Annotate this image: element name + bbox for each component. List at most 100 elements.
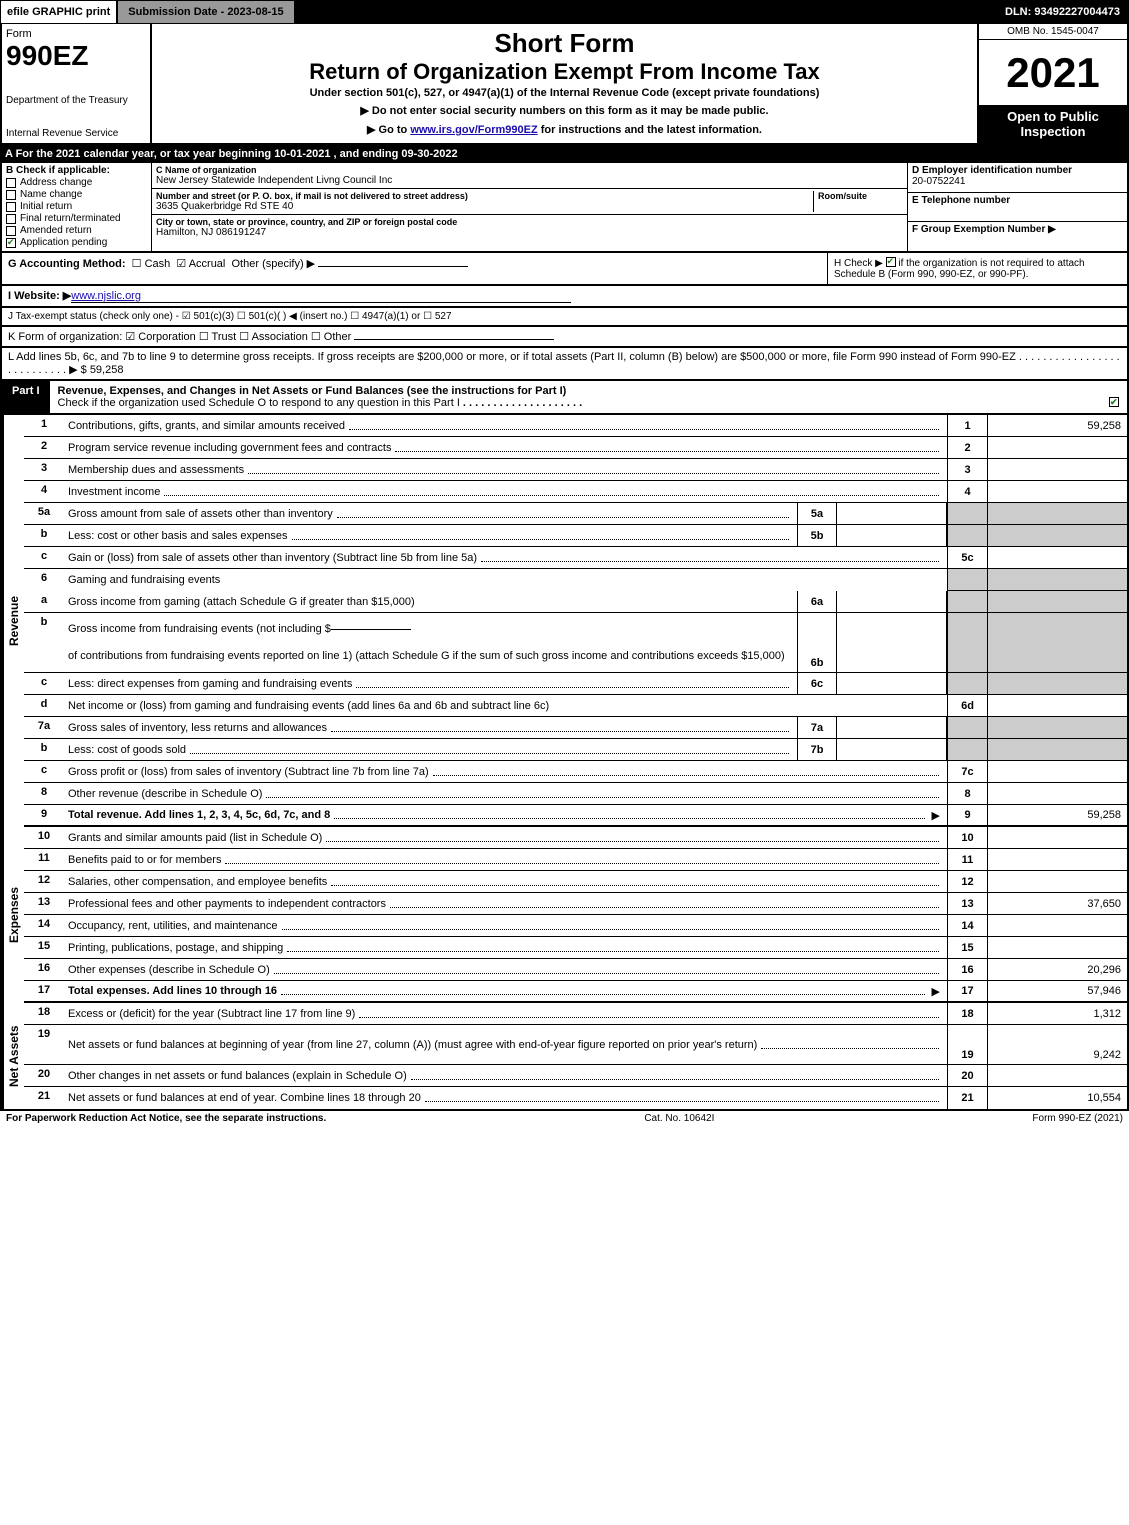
check-if-applicable: B Check if applicable: bbox=[6, 165, 147, 176]
line-16: 16 Other expenses (describe in Schedule … bbox=[24, 959, 1127, 981]
form-header: Form 990EZ Department of the Treasury In… bbox=[0, 24, 1129, 145]
line-6b: b Gross income from fundraising events (… bbox=[24, 613, 1127, 673]
website-link[interactable]: www.njslic.org bbox=[71, 290, 141, 302]
line-11: 11 Benefits paid to or for members 11 bbox=[24, 849, 1127, 871]
row-i-website: I Website: ▶www.njslic.org bbox=[0, 286, 1129, 308]
header-left: Form 990EZ Department of the Treasury In… bbox=[2, 24, 152, 143]
expenses-side-label: Expenses bbox=[2, 827, 24, 1003]
checkbox-icon bbox=[6, 202, 16, 212]
line-6c: c Less: direct expenses from gaming and … bbox=[24, 673, 1127, 695]
ssn-warning: ▶ Do not enter social security numbers o… bbox=[160, 104, 969, 117]
check-address-change[interactable]: Address change bbox=[6, 177, 147, 188]
header-center: Short Form Return of Organization Exempt… bbox=[152, 24, 977, 143]
line-7b: b Less: cost of goods sold 7b bbox=[24, 739, 1127, 761]
line-20: 20 Other changes in net assets or fund b… bbox=[24, 1065, 1127, 1087]
line-12: 12 Salaries, other compensation, and emp… bbox=[24, 871, 1127, 893]
line-10: 10 Grants and similar amounts paid (list… bbox=[24, 827, 1127, 849]
column-def: D Employer identification number 20-0752… bbox=[907, 163, 1127, 251]
checkbox-checked-icon[interactable] bbox=[886, 257, 896, 267]
catalog-number: Cat. No. 10642I bbox=[644, 1113, 714, 1124]
submission-date: Submission Date - 2023-08-15 bbox=[118, 1, 295, 23]
line-1: 1 Contributions, gifts, grants, and simi… bbox=[24, 415, 1127, 437]
ein-label: D Employer identification number bbox=[912, 165, 1123, 176]
line-1-amount: 59,258 bbox=[987, 415, 1127, 436]
line-19-amount: 9,242 bbox=[987, 1025, 1127, 1064]
header-right: OMB No. 1545-0047 2021 Open to Public In… bbox=[977, 24, 1127, 143]
dept-treasury: Department of the Treasury bbox=[6, 95, 146, 106]
row-k-org-form: K Form of organization: ☑ Corporation ☐ … bbox=[0, 327, 1129, 348]
org-name: New Jersey Statewide Independent Livng C… bbox=[156, 175, 903, 186]
schedule-o-checkbox[interactable] bbox=[1109, 397, 1119, 407]
irs-link[interactable]: www.irs.gov/Form990EZ bbox=[410, 124, 537, 136]
telephone-label: E Telephone number bbox=[912, 195, 1123, 206]
line-5a: 5a Gross amount from sale of assets othe… bbox=[24, 503, 1127, 525]
line-14: 14 Occupancy, rent, utilities, and maint… bbox=[24, 915, 1127, 937]
line-5b: b Less: cost or other basis and sales ex… bbox=[24, 525, 1127, 547]
checkbox-icon bbox=[6, 190, 16, 200]
line-8: 8 Other revenue (describe in Schedule O)… bbox=[24, 783, 1127, 805]
check-amended-return[interactable]: Amended return bbox=[6, 225, 147, 236]
omb-number: OMB No. 1545-0047 bbox=[979, 24, 1127, 40]
goto-prefix: ▶ Go to bbox=[367, 124, 410, 136]
tax-year: 2021 bbox=[979, 40, 1127, 105]
ein-value: 20-0752241 bbox=[912, 176, 1123, 187]
dept-irs: Internal Revenue Service bbox=[6, 128, 146, 139]
line-7a: 7a Gross sales of inventory, less return… bbox=[24, 717, 1127, 739]
line-9: 9 Total revenue. Add lines 1, 2, 3, 4, 5… bbox=[24, 805, 1127, 827]
line-17-amount: 57,946 bbox=[987, 981, 1127, 1001]
check-application-pending[interactable]: Application pending bbox=[6, 237, 147, 248]
revenue-side-label: Revenue bbox=[2, 415, 24, 827]
return-title: Return of Organization Exempt From Incom… bbox=[160, 59, 969, 85]
goto-instructions: ▶ Go to www.irs.gov/Form990EZ for instru… bbox=[160, 123, 969, 136]
line-16-amount: 20,296 bbox=[987, 959, 1127, 980]
checkbox-icon bbox=[6, 226, 16, 236]
line-21-amount: 10,554 bbox=[987, 1087, 1127, 1109]
goto-suffix: for instructions and the latest informat… bbox=[538, 124, 762, 136]
street-label: Number and street (or P. O. box, if mail… bbox=[156, 191, 813, 201]
line-6d: d Net income or (loss) from gaming and f… bbox=[24, 695, 1127, 717]
short-form-title: Short Form bbox=[160, 28, 969, 59]
line-18: 18 Excess or (deficit) for the year (Sub… bbox=[24, 1003, 1127, 1025]
line-15: 15 Printing, publications, postage, and … bbox=[24, 937, 1127, 959]
line-2: 2 Program service revenue including gove… bbox=[24, 437, 1127, 459]
city-state-zip: Hamilton, NJ 086191247 bbox=[156, 227, 903, 238]
efile-print-label[interactable]: efile GRAPHIC print bbox=[1, 1, 118, 23]
part-1-header: Part I Revenue, Expenses, and Changes in… bbox=[0, 381, 1129, 415]
part-1-title: Revenue, Expenses, and Changes in Net As… bbox=[50, 381, 1127, 413]
street-address: 3635 Quakerbridge Rd STE 40 bbox=[156, 201, 813, 212]
paperwork-notice: For Paperwork Reduction Act Notice, see … bbox=[6, 1113, 326, 1124]
line-6: 6 Gaming and fundraising events bbox=[24, 569, 1127, 591]
line-21: 21 Net assets or fund balances at end of… bbox=[24, 1087, 1127, 1109]
city-label: City or town, state or province, country… bbox=[156, 217, 903, 227]
schedule-b-check: H Check ▶ if the organization is not req… bbox=[827, 253, 1127, 284]
top-bar: efile GRAPHIC print Submission Date - 20… bbox=[0, 0, 1129, 24]
check-initial-return[interactable]: Initial return bbox=[6, 201, 147, 212]
accounting-method: G Accounting Method: ☐ Cash ☑ Accrual Ot… bbox=[2, 253, 827, 284]
under-section: Under section 501(c), 527, or 4947(a)(1)… bbox=[160, 87, 969, 99]
net-assets-side-label: Net Assets bbox=[2, 1003, 24, 1109]
line-6a: a Gross income from gaming (attach Sched… bbox=[24, 591, 1127, 613]
check-name-change[interactable]: Name change bbox=[6, 189, 147, 200]
page-footer: For Paperwork Reduction Act Notice, see … bbox=[0, 1111, 1129, 1126]
line-3: 3 Membership dues and assessments 3 bbox=[24, 459, 1127, 481]
part-1-ledger: Revenue 1 Contributions, gifts, grants, … bbox=[0, 415, 1129, 1111]
form-version: Form 990-EZ (2021) bbox=[1032, 1113, 1123, 1124]
check-final-return[interactable]: Final return/terminated bbox=[6, 213, 147, 224]
section-a-period: A For the 2021 calendar year, or tax yea… bbox=[0, 145, 1129, 163]
group-exemption-label: F Group Exemption Number ▶ bbox=[912, 224, 1123, 235]
line-13: 13 Professional fees and other payments … bbox=[24, 893, 1127, 915]
row-l-gross-receipts: L Add lines 5b, 6c, and 7b to line 9 to … bbox=[0, 348, 1129, 381]
line-18-amount: 1,312 bbox=[987, 1003, 1127, 1024]
line-5c: c Gain or (loss) from sale of assets oth… bbox=[24, 547, 1127, 569]
row-g-h: G Accounting Method: ☐ Cash ☑ Accrual Ot… bbox=[0, 253, 1129, 286]
entity-info: B Check if applicable: Address change Na… bbox=[0, 163, 1129, 253]
column-b-checkboxes: B Check if applicable: Address change Na… bbox=[2, 163, 152, 251]
column-c-org: C Name of organization New Jersey Statew… bbox=[152, 163, 907, 251]
org-name-label: C Name of organization bbox=[156, 165, 903, 175]
checkbox-checked-icon bbox=[6, 238, 16, 248]
checkbox-icon bbox=[6, 178, 16, 188]
open-to-public: Open to Public Inspection bbox=[979, 105, 1127, 143]
dln-number: DLN: 93492227004473 bbox=[997, 4, 1128, 20]
line-9-amount: 59,258 bbox=[987, 805, 1127, 825]
form-word: Form bbox=[6, 28, 146, 40]
